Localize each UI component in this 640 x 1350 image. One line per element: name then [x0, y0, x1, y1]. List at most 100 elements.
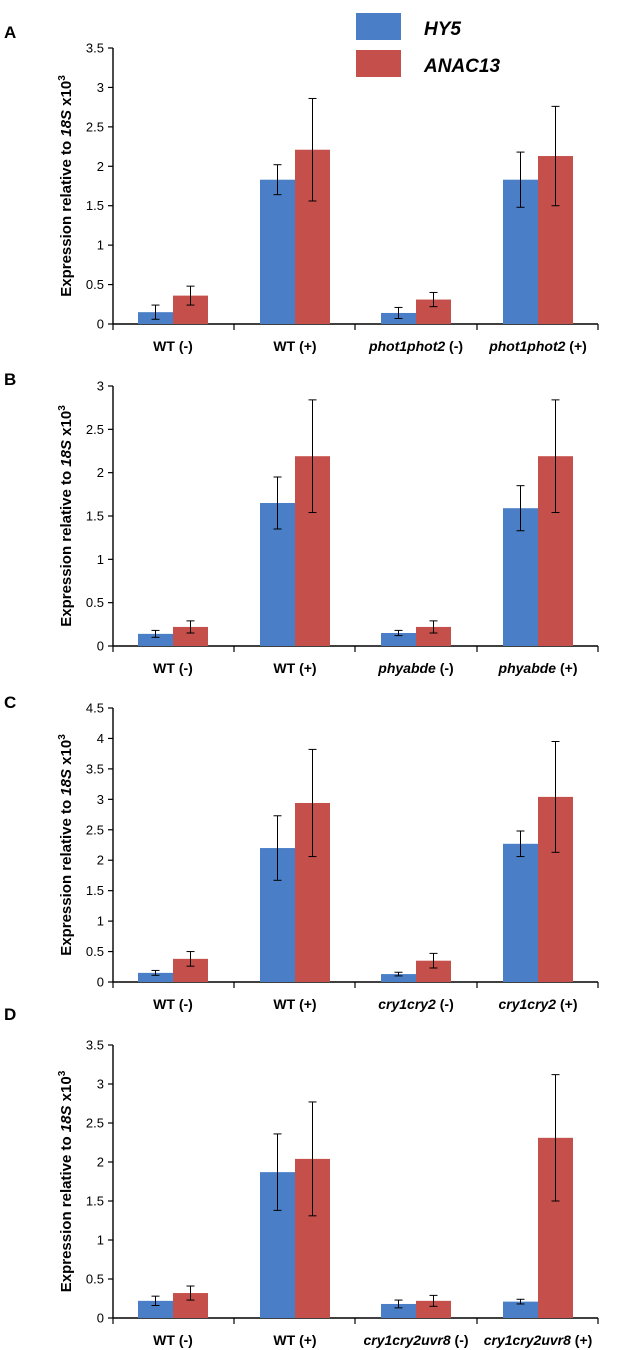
y-axis-title-superscript: 3 [57, 1070, 68, 1076]
y-axis-title: Expression relative to 18S x103 [57, 75, 75, 297]
panel-letter: C [4, 693, 16, 712]
chart-panel-a: A Expression relative to 18S x103 0 0.5 1 1.5… [4, 23, 599, 354]
x-category-label-part: (+) [556, 996, 577, 1012]
bar-anac13 [173, 958, 208, 982]
x-category-label: WT (+) [273, 338, 316, 354]
bar-anac13 [173, 626, 208, 646]
panel-letter: A [4, 23, 16, 42]
y-axis-title-part: 18S [58, 440, 75, 467]
y-tick-label: 1.5 [86, 1194, 104, 1209]
x-category-label-part: cry1cry2uvr8 [484, 1332, 571, 1348]
x-category-label-part: phyabde [498, 660, 557, 676]
x-category-label: WT (+) [273, 660, 316, 676]
y-tick-label: 1 [97, 1233, 104, 1248]
y-axis-title-part: Expression relative to [58, 1132, 75, 1292]
x-category-label: WT (+) [273, 996, 316, 1012]
bar-anac13 [416, 1300, 451, 1318]
x-category-label: phot1phot2 (+) [488, 338, 587, 354]
x-category-label-part: (+) [556, 660, 577, 676]
y-axis-title-part: Expression relative to [58, 467, 75, 627]
y-tick-label: 1 [97, 238, 104, 253]
y-tick-label: 0.5 [86, 595, 104, 610]
x-category-label-part: WT (+) [273, 1332, 316, 1348]
y-tick-label: 2 [97, 1155, 104, 1170]
x-category-label-part: WT (+) [273, 996, 316, 1012]
x-category-label-part: WT (-) [153, 1332, 193, 1348]
bar-hy5 [381, 974, 416, 982]
x-category-label-part: (-) [436, 996, 454, 1012]
legend: HY5 ANAC13 [356, 13, 500, 77]
y-axis-title: Expression relative to 18S x103 [57, 734, 75, 956]
x-category-label: WT (-) [153, 338, 193, 354]
y-axis-title-superscript: 3 [57, 734, 68, 740]
bar-hy5 [503, 1301, 538, 1318]
y-tick-label: 2.5 [86, 822, 104, 837]
y-tick-label: 3 [97, 792, 104, 807]
y-tick-label: 1.5 [86, 509, 104, 524]
y-axis-title: Expression relative to 18S x103 [57, 405, 75, 627]
y-tick-label: 2.5 [86, 1116, 104, 1131]
y-tick-label: 0.5 [86, 1272, 104, 1287]
bar-hy5 [503, 843, 538, 982]
y-axis-title: Expression relative to 18S x103 [57, 1070, 75, 1292]
bar-anac13 [416, 960, 451, 982]
y-axis-title-part: x10 [58, 411, 75, 440]
y-tick-label: 3.5 [86, 41, 104, 56]
x-category-label-part: WT (+) [273, 338, 316, 354]
x-category-label: cry1cry2 (-) [378, 996, 454, 1012]
legend-swatch-anac13 [356, 50, 401, 77]
x-category-label-part: WT (-) [153, 660, 193, 676]
x-category-label-part: WT (-) [153, 338, 193, 354]
x-category-label-part: cry1cry2 [378, 996, 436, 1012]
x-category-label: WT (-) [153, 996, 193, 1012]
x-category-label: phot1phot2 (-) [368, 338, 463, 354]
bar-hy5 [138, 1300, 173, 1318]
y-tick-label: 0 [97, 975, 104, 990]
x-category-label: phyabde (-) [377, 660, 453, 676]
y-tick-label: 3.5 [86, 761, 104, 776]
bar-hy5 [260, 179, 295, 324]
y-axis-title-superscript: 3 [57, 75, 68, 81]
y-tick-label: 2 [97, 853, 104, 868]
bar-anac13 [416, 626, 451, 646]
y-tick-label: 3 [97, 1077, 104, 1092]
x-category-label-part: (-) [436, 660, 454, 676]
x-category-label-part: phot1phot2 [488, 338, 565, 354]
y-tick-label: 2 [97, 465, 104, 480]
bar-hy5 [381, 633, 416, 646]
x-category-label-part: (-) [445, 338, 463, 354]
y-tick-label: 4 [97, 731, 104, 746]
y-tick-label: 1.5 [86, 198, 104, 213]
x-category-label-part: cry1cry2uvr8 [363, 1332, 450, 1348]
y-axis-title-part: Expression relative to [58, 796, 75, 956]
x-category-label: WT (+) [273, 1332, 316, 1348]
x-category-label: cry1cry2 (+) [498, 996, 577, 1012]
y-tick-label: 0 [97, 639, 104, 654]
x-category-label-part: cry1cry2 [498, 996, 556, 1012]
panel-letter: B [4, 370, 16, 389]
y-axis-title-part: Expression relative to [58, 137, 75, 297]
y-tick-label: 0.5 [86, 277, 104, 292]
y-tick-label: 0 [97, 1311, 104, 1326]
x-category-label: WT (-) [153, 660, 193, 676]
x-category-label-part: phyabde [377, 660, 436, 676]
y-tick-label: 1 [97, 552, 104, 567]
chart-panel-b: B Expression relative to 18S x103 0 0.5 1 1.5… [4, 370, 599, 676]
y-axis-title-part: 18S [58, 1105, 75, 1132]
panel-letter: D [4, 1005, 16, 1024]
x-category-label: cry1cry2uvr8 (-) [363, 1332, 468, 1348]
y-tick-label: 0 [97, 317, 104, 332]
bar-hy5 [138, 972, 173, 982]
legend-label-anac13: ANAC13 [423, 56, 500, 77]
legend-label-hy5: HY5 [424, 19, 461, 40]
x-category-label-part: phot1phot2 [368, 338, 445, 354]
x-category-label: cry1cry2uvr8 (+) [484, 1332, 593, 1348]
y-tick-label: 1 [97, 914, 104, 929]
x-category-label-part: (-) [451, 1332, 469, 1348]
chart-panel-d: D Expression relative to 18S x103 0 0.5 1 1.5… [4, 1005, 599, 1348]
x-category-label: WT (-) [153, 1332, 193, 1348]
y-tick-label: 3.5 [86, 1038, 104, 1053]
x-category-label-part: (+) [565, 338, 586, 354]
